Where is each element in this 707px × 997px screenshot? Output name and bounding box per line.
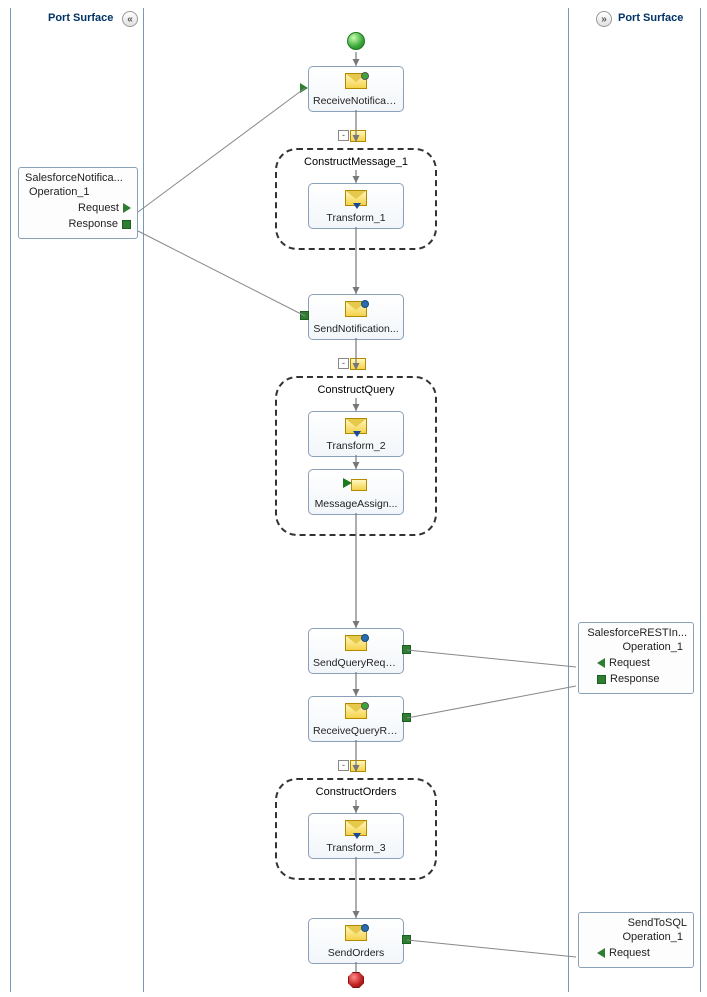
shape-message-assignment[interactable]: MessageAssign... — [308, 469, 404, 515]
shape-receive-query-response[interactable]: ReceiveQueryRe... — [308, 696, 404, 742]
shape-connector-left[interactable] — [300, 311, 309, 320]
request-marker-icon — [597, 948, 605, 958]
transform-arrow-icon — [353, 203, 361, 209]
port-operation: Operation_1 — [589, 641, 683, 653]
group-toggle[interactable]: - — [338, 760, 349, 771]
envelope-icon — [345, 301, 367, 317]
shape-label: Transform_1 — [309, 212, 403, 224]
port-row-label: Response — [68, 218, 118, 230]
shape-label: ReceiveNotificati... — [309, 95, 403, 107]
envelope-icon — [345, 703, 367, 719]
end-node — [348, 972, 364, 988]
shape-label: MessageAssign... — [309, 498, 403, 510]
shape-send-query-request[interactable]: SendQueryRequ... — [308, 628, 404, 674]
port-send-to-sql[interactable]: SendToSQL Operation_1 Request — [578, 912, 694, 968]
port-row-label: Response — [610, 673, 660, 685]
transform-arrow-icon — [353, 833, 361, 839]
group-toggle[interactable]: - — [338, 130, 349, 141]
port-title: SalesforceNotifica... — [25, 172, 131, 184]
guide-right-inner — [568, 8, 569, 992]
response-marker-icon — [122, 220, 131, 229]
envelope-icon — [345, 73, 367, 89]
port-row-request[interactable]: Request — [37, 200, 131, 216]
send-badge-icon — [361, 924, 369, 932]
shape-connector-right[interactable] — [402, 713, 411, 722]
guide-right-outer — [700, 8, 701, 992]
port-row-request[interactable]: Request — [597, 945, 687, 961]
shape-label: ReceiveQueryRe... — [309, 725, 403, 737]
group-toggle[interactable]: - — [338, 358, 349, 369]
shape-transform-1[interactable]: Transform_1 — [308, 183, 404, 229]
group-label: ConstructOrders — [277, 786, 435, 798]
receive-badge-icon — [361, 702, 369, 710]
construct-icon — [350, 130, 366, 142]
port-surface-left-label: Port Surface — [48, 12, 113, 24]
request-marker-icon — [123, 203, 131, 213]
shape-connector-right[interactable] — [402, 645, 411, 654]
shape-receive-notification[interactable]: ReceiveNotificati... — [308, 66, 404, 112]
port-salesforce-notification[interactable]: SalesforceNotifica... Operation_1 Reques… — [18, 167, 138, 239]
shape-label: SendOrders — [309, 947, 403, 959]
shape-connector-left[interactable] — [300, 83, 308, 93]
request-marker-icon — [597, 658, 605, 668]
port-operation: Operation_1 — [589, 931, 683, 943]
envelope-icon — [345, 820, 367, 836]
receive-badge-icon — [361, 72, 369, 80]
shape-label: SendNotification... — [309, 323, 403, 335]
construct-icon — [350, 760, 366, 772]
collapse-right-button[interactable]: » — [596, 11, 612, 27]
port-operation: Operation_1 — [29, 186, 131, 198]
send-badge-icon — [361, 300, 369, 308]
envelope-icon — [345, 418, 367, 434]
shape-transform-3[interactable]: Transform_3 — [308, 813, 404, 859]
shape-label: Transform_3 — [309, 842, 403, 854]
start-node — [347, 32, 365, 50]
port-row-label: Request — [78, 202, 119, 214]
collapse-left-button[interactable]: « — [122, 11, 138, 27]
response-marker-icon — [597, 675, 606, 684]
shape-label: Transform_2 — [309, 440, 403, 452]
port-row-response[interactable]: Response — [37, 216, 131, 232]
shape-send-notification[interactable]: SendNotification... — [308, 294, 404, 340]
envelope-icon — [345, 635, 367, 651]
message-assign-icon — [345, 476, 367, 492]
group-label: ConstructQuery — [277, 384, 435, 396]
port-row-label: Request — [609, 657, 650, 669]
port-row-request[interactable]: Request — [597, 655, 687, 671]
port-title: SalesforceRESTIn... — [585, 627, 687, 639]
port-surface-right-label: Port Surface — [618, 12, 683, 24]
transform-arrow-icon — [353, 431, 361, 437]
shape-connector-right[interactable] — [402, 935, 411, 944]
port-row-label: Request — [609, 947, 650, 959]
envelope-icon — [345, 925, 367, 941]
envelope-icon — [345, 190, 367, 206]
shape-label: SendQueryRequ... — [309, 657, 403, 669]
shape-send-orders[interactable]: SendOrders — [308, 918, 404, 964]
port-salesforce-rest[interactable]: SalesforceRESTIn... Operation_1 Request … — [578, 622, 694, 694]
send-badge-icon — [361, 634, 369, 642]
port-title: SendToSQL — [585, 917, 687, 929]
port-row-response[interactable]: Response — [597, 671, 687, 687]
group-label: ConstructMessage_1 — [277, 156, 435, 168]
shape-transform-2[interactable]: Transform_2 — [308, 411, 404, 457]
guide-left-inner — [143, 8, 144, 992]
construct-icon — [350, 358, 366, 370]
guide-left-outer — [10, 8, 11, 992]
